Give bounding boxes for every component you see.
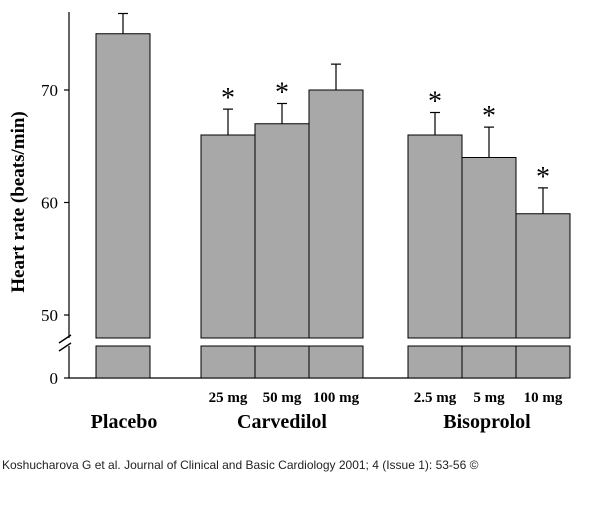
bar [515, 213, 571, 339]
bar [308, 89, 364, 339]
significance-asterisk: * [275, 78, 289, 109]
bar [95, 33, 151, 339]
labels: Placebo * 25 mg * 50 mg 100 mg Carvedilol * 2.5 … [91, 78, 563, 434]
bar-lower-segment [308, 345, 364, 379]
axis-break-mark [58, 342, 72, 352]
bar-lower-segment [461, 345, 517, 379]
y-tick-label: 60 [41, 194, 58, 213]
bar-lower-segment [254, 345, 310, 379]
group-label: Carvedilol [237, 411, 327, 433]
bar-lower-segment [515, 345, 571, 379]
group-label: Bisoprolol [443, 411, 531, 433]
dose-label: 2.5 mg [414, 390, 457, 406]
bar [254, 123, 310, 339]
significance-asterisk: * [482, 101, 496, 132]
dose-label: 10 mg [524, 390, 563, 406]
source-caption: Koshucharova G et al. Journal of Clinica… [2, 458, 479, 472]
bar-lower-segment [200, 345, 256, 379]
bar-break-gap [407, 338, 463, 346]
bar [461, 157, 517, 339]
dose-label: 100 mg [313, 390, 360, 406]
y-axis-label: Heart rate (beats/min) [8, 111, 29, 293]
bars [95, 12, 571, 379]
bar-break-gap [254, 338, 310, 346]
dose-label: 5 mg [473, 390, 505, 406]
bar-break-gap [461, 338, 517, 346]
y-tick-label: 50 [41, 306, 58, 325]
dose-label: 50 mg [263, 390, 302, 406]
bar [407, 134, 463, 339]
bar-chart: Heart rate (beats/min) 0 50 60 70 Placebo * 2… [8, 12, 571, 434]
bar-break-gap [515, 338, 571, 346]
y-tick-label: 0 [50, 369, 59, 388]
significance-asterisk: * [428, 87, 442, 118]
bar-break-gap [308, 338, 364, 346]
bar-break-gap [200, 338, 256, 346]
bar-lower-segment [95, 345, 151, 379]
y-tick-label: 70 [41, 81, 58, 100]
bar-lower-segment [407, 345, 463, 379]
bar [200, 134, 256, 339]
group-label: Placebo [91, 411, 158, 433]
significance-asterisk: * [221, 83, 235, 114]
dose-label: 25 mg [209, 390, 248, 406]
significance-asterisk: * [536, 162, 550, 193]
bar-break-gap [95, 338, 151, 346]
axis-break-mark [58, 334, 72, 344]
